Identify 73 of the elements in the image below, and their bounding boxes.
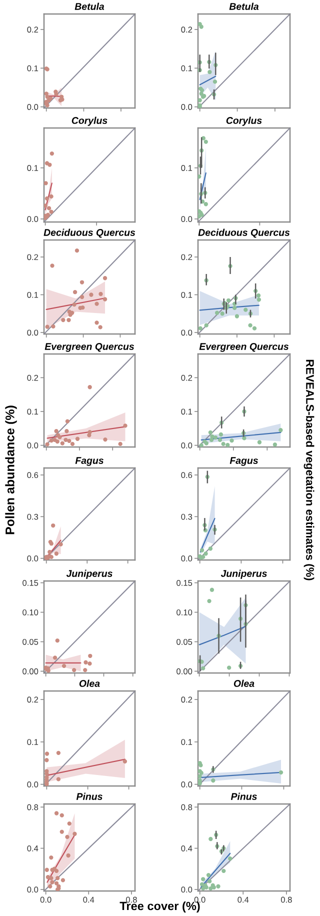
y-tick-label: 0.1 [181, 739, 192, 745]
y-tick-label: 0.0 [27, 782, 38, 788]
chart-title: Betula [74, 2, 104, 10]
y-tick-label: 0.10 [176, 609, 192, 616]
y-tick-label: 0.00 [176, 668, 192, 674]
y-tick-label: 0.0 [181, 886, 192, 893]
x-axis-title: Tree cover (%) [120, 901, 200, 912]
y-tick-label: 0.05 [22, 638, 38, 645]
y-tick-label: 0.1 [27, 65, 38, 72]
chart-title: Olea [234, 680, 254, 687]
y-tick-label: 0.3 [27, 514, 38, 520]
chart-title: Fagus [75, 457, 104, 466]
y-tick-label: 0.1 [27, 408, 38, 415]
y-tick-label: 0.1 [181, 292, 192, 298]
chart-title: Juniperus [66, 570, 112, 579]
y-tick-label: 0.0 [27, 442, 38, 448]
chart-title: Pinus [76, 792, 102, 800]
chart-title: Pinus [230, 792, 257, 800]
chart-title: Evergreen Quercus [199, 343, 289, 352]
chart-title: Fagus [230, 457, 258, 466]
x-tick-label: 0.4 [238, 896, 249, 903]
y-tick-label: 0.1 [181, 408, 192, 415]
y-tick-label: 0.00 [22, 668, 38, 674]
y-tick-label: 0.8 [181, 804, 192, 810]
chart-title: Deciduous Quercus [44, 228, 136, 238]
y-tick-label: 0.3 [181, 514, 192, 520]
y-tick-label: 0.2 [27, 254, 38, 260]
y-tick-label: 0.2 [27, 374, 38, 381]
y-tick-label: 0.2 [181, 254, 192, 260]
y-tick-label: 0.1 [181, 65, 192, 72]
y-tick-label: 0.0 [181, 104, 192, 110]
chart-title: Corylus [72, 116, 108, 126]
y-tick-label: 0.2 [181, 696, 192, 703]
y-tick-label: 0.10 [22, 609, 38, 616]
x-tick-label: 0.8 [280, 896, 292, 903]
y-tick-label: 0.1 [27, 165, 38, 171]
y-tick-label: 0.2 [27, 26, 38, 33]
x-tick-label: 0.4 [83, 896, 94, 903]
y-tick-label: 0.0 [181, 216, 192, 222]
y-tick-label: 0.0 [27, 104, 38, 110]
y-tick-label: 0.0 [181, 442, 192, 448]
y2-axis-title: REVEALS-based vegetation estimates (%) [304, 360, 314, 580]
y-tick-label: 0.0 [181, 556, 192, 562]
y-tick-label: 0.05 [176, 638, 192, 645]
y-tick-label: 0.0 [27, 216, 38, 222]
y-tick-label: 0.4 [181, 845, 192, 852]
y-tick-label: 0.4 [27, 845, 38, 852]
chart-title: Betula [229, 2, 259, 10]
y-tick-label: 0.0 [27, 886, 38, 893]
y-tick-label: 0.0 [27, 556, 38, 562]
y-tick-label: 0.0 [27, 330, 38, 336]
y-tick-label: 0.15 [176, 580, 192, 586]
x-tick-label: 0.0 [194, 896, 206, 903]
chart-title: Evergreen Quercus [44, 343, 134, 352]
y-tick-label: 0.1 [27, 739, 38, 745]
y-tick-label: 0.0 [181, 782, 192, 788]
y-tick-label: 0.6 [27, 472, 38, 478]
y-tick-label: 0.1 [27, 292, 38, 298]
y-tick-label: 0.2 [27, 696, 38, 703]
x-tick-label: 0.0 [40, 896, 52, 903]
x-tick-label: 0.8 [126, 896, 137, 903]
y-tick-label: 0.2 [181, 26, 192, 33]
chart-title: Corylus [226, 116, 262, 126]
y-axis-title: Pollen abundance (%) [5, 406, 17, 534]
chart-title: Juniperus [220, 570, 267, 579]
y-tick-label: 0.2 [181, 374, 192, 381]
y-tick-label: 0.15 [22, 580, 38, 586]
y-tick-label: 0.1 [181, 165, 192, 171]
y-tick-label: 0.8 [27, 804, 38, 810]
y-tick-label: 0.0 [181, 330, 192, 336]
chart-title: Olea [79, 680, 100, 687]
y-tick-label: 0.6 [181, 472, 192, 478]
chart-title: Deciduous Quercus [198, 228, 290, 238]
